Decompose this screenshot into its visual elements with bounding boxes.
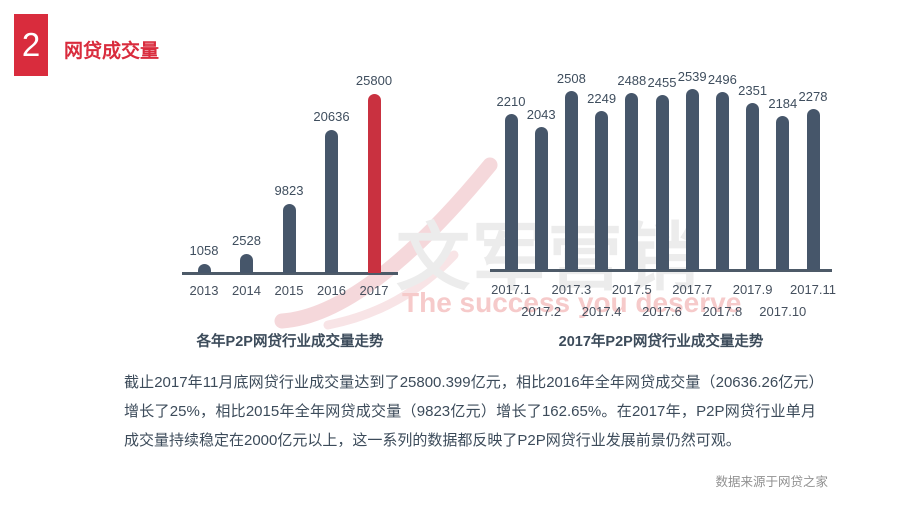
annual-chart-caption: 各年P2P网贷行业成交量走势: [196, 334, 384, 350]
bar: [367, 94, 381, 273]
bar-value-label: 2210: [496, 94, 526, 109]
bar: [504, 114, 518, 270]
bar-value-label: 2184: [768, 96, 798, 111]
monthly-volume-chart: 2210 2017.1 2043 2017.2 2508 2017.3 2249 2017.4…: [490, 60, 836, 319]
bar: [655, 95, 669, 270]
bar: [595, 111, 609, 270]
page-title: 网贷成交量: [64, 41, 160, 62]
bar: [715, 92, 729, 270]
x-axis-label: 2017.2: [521, 304, 562, 319]
bar-value-label: 1058: [189, 243, 219, 258]
x-axis-label: 2017.11: [789, 282, 837, 297]
x-axis-label: 2014: [232, 283, 261, 298]
bar-value-label: 2043: [526, 107, 556, 122]
bar: [282, 204, 296, 273]
bar: [685, 89, 699, 270]
bar-value-label: 2528: [232, 233, 261, 248]
bar: [625, 93, 639, 270]
bar: [564, 91, 578, 270]
bar: [534, 127, 548, 270]
x-axis-label: 2017.10: [759, 304, 807, 319]
bar-value-label: 2351: [738, 83, 768, 98]
x-axis-label: 2017.7: [672, 282, 713, 297]
x-axis-label: 2016: [317, 283, 346, 298]
x-axis-label: 2017.6: [642, 304, 682, 319]
section-number-box: 2: [14, 14, 48, 76]
x-axis-label: 2017.5: [611, 282, 652, 297]
data-source-note: 数据来源于网贷之家: [715, 475, 828, 489]
x-axis-label: 2017.1: [491, 282, 531, 297]
bar: [325, 130, 338, 273]
x-axis-label: 2013: [189, 283, 219, 298]
body-paragraph: 截止2017年11月底网贷行业成交量达到了25800.399亿元，相比2016年…: [124, 374, 816, 449]
x-axis-label: 2017.4: [581, 304, 622, 319]
bar: [806, 109, 820, 270]
bar-value-label: 2278: [798, 89, 828, 104]
bar-value-label: 20636: [313, 109, 350, 124]
x-axis-line: [490, 269, 832, 272]
monthly-chart-caption: 2017年P2P网贷行业成交量走势: [558, 334, 764, 350]
x-axis-label: 2015: [274, 283, 304, 298]
bar-value-label: 25800: [355, 73, 393, 88]
annual-volume-chart: 1058 2013 2528 2014 9823 2015 20636 2016 25800 20…: [182, 60, 398, 298]
bar: [776, 116, 790, 270]
bar-value-label: 2488: [617, 73, 647, 88]
bar-value-label: 2496: [707, 72, 737, 87]
bar-value-label: 2455: [647, 75, 677, 90]
section-number: 2: [21, 26, 41, 63]
bar-value-label: 9823: [274, 183, 304, 198]
bar-value-label: 2539: [677, 69, 707, 84]
bar: [197, 264, 211, 273]
bar: [746, 103, 760, 270]
bar-value-label: 2249: [587, 91, 617, 106]
x-axis-label: 2017.3: [551, 282, 592, 297]
bar-value-label: 2508: [556, 71, 586, 86]
bar: [240, 254, 253, 273]
x-axis-label: 2017.8: [702, 304, 743, 319]
x-axis-label: 2017: [359, 283, 389, 298]
x-axis-label: 2017.9: [732, 282, 773, 297]
